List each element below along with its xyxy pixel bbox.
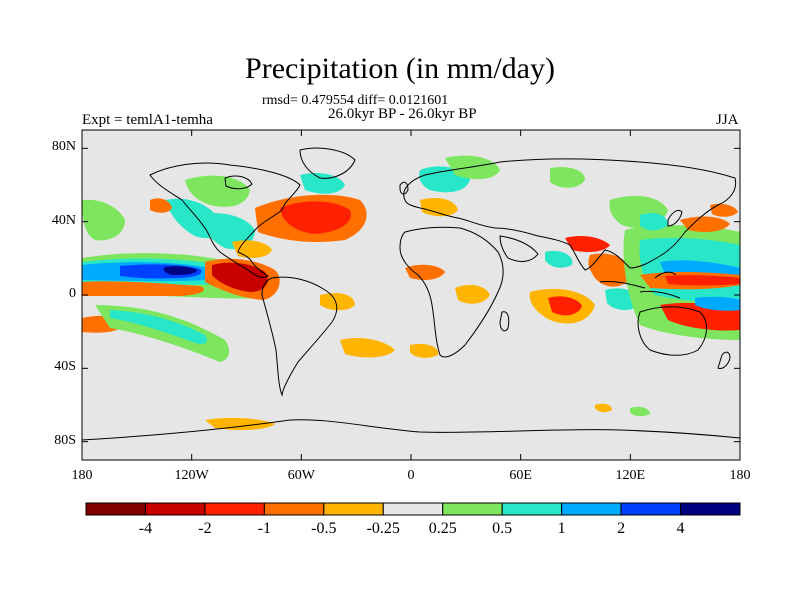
x-tick-label: 60W: [287, 468, 315, 483]
y-tick-label: 80N: [51, 139, 76, 155]
anomaly-spacific-east-blue: [695, 296, 740, 311]
coast-indonesia: [599, 271, 681, 299]
anomaly-satlantic-orange-2: [410, 344, 439, 358]
anomaly-india-red: [565, 236, 610, 253]
anomaly-natlantic-red: [280, 201, 351, 234]
anomaly-china-cyan: [640, 213, 668, 231]
anomaly-southern-orange: [205, 417, 275, 431]
anomaly-spacific-cyan: [110, 310, 207, 345]
colorbar-label: 4: [676, 520, 685, 537]
y-tick-label: 40N: [51, 212, 76, 228]
anomaly-kurile-orange: [710, 203, 738, 217]
coast-south-america: [261, 276, 338, 397]
coast-arabia: [499, 235, 539, 262]
colorbar-swatch: [323, 502, 384, 516]
x-tick-label: 180: [729, 468, 751, 483]
colorbar-label: -0.5: [311, 520, 337, 537]
period-label: 26.0kyr BP - 26.0kyr BP: [328, 106, 477, 122]
season-label: JJA: [716, 112, 739, 128]
anomaly-india-cyan: [545, 250, 573, 268]
coast-eurasia: [403, 158, 737, 271]
anomaly-greenland-cyan: [300, 173, 345, 194]
colorbar-label: -2: [198, 520, 212, 537]
colorbar-swatch: [85, 502, 146, 516]
anomaly-wpacific-red: [665, 275, 740, 286]
coastlines: [82, 147, 740, 441]
y-tick-label: 80S: [54, 432, 76, 448]
anomaly-brazil-orange: [320, 293, 355, 311]
stats-line: rmsd= 0.479554 diff= 0.0121601: [262, 93, 449, 108]
anomaly-japan-orange: [680, 216, 730, 232]
colorbar-label: -0.25: [366, 520, 400, 537]
coast-hudson-bay: [224, 175, 253, 190]
colorbar: [85, 502, 741, 516]
x-tick-label: 120E: [615, 468, 646, 483]
x-tick-label: 0: [407, 468, 415, 483]
anomaly-siberia-green: [550, 167, 585, 188]
colorbar-label: -1: [257, 520, 272, 537]
y-tick-label: 40S: [54, 359, 76, 375]
colorbar-swatch: [501, 502, 563, 516]
anomaly-mideast-orange: [420, 198, 458, 217]
anomaly-tatlantic-orange: [405, 264, 445, 280]
anomaly-usa-cyan: [195, 213, 255, 250]
colorbar-label: -4: [138, 520, 153, 537]
anomaly-bengal-orange: [588, 253, 632, 287]
colorbar-label: 1: [557, 520, 566, 537]
figure-title: Precipitation (in mm/day): [245, 52, 555, 85]
colorbar-swatch: [382, 502, 444, 516]
anomaly-pacific-navy: [163, 266, 197, 275]
anomaly-usa-green: [185, 175, 250, 207]
colorbar-swatch: [144, 502, 206, 516]
anomaly-satlantic-orange: [340, 338, 395, 358]
colorbar-swatch: [561, 502, 622, 516]
anomaly-indian-red: [548, 296, 582, 316]
colorbar-swatch: [263, 502, 325, 516]
x-tick-label: 180: [71, 468, 93, 483]
anomaly-npacific-orange: [150, 198, 172, 213]
anomaly-npacific-green: [82, 199, 125, 241]
anomaly-southern-green: [630, 406, 650, 417]
experiment-label: Expt = temlA1-temha: [82, 112, 213, 128]
anomaly-southern-orange-2: [595, 403, 612, 413]
x-tick-label: 120W: [174, 468, 209, 483]
colorbar-swatch: [620, 502, 682, 516]
coast-japan: [667, 209, 683, 227]
colorbar-swatch: [204, 502, 265, 516]
anomaly-neurope-green: [445, 155, 500, 180]
coast-uk: [399, 181, 409, 195]
axis-ticks: [81, 130, 741, 460]
anomaly-field: [82, 155, 740, 431]
coast-greenland: [299, 147, 356, 179]
coast-new-zealand: [717, 351, 731, 369]
colorbar-label: 0.5: [492, 520, 513, 537]
coast-madagascar: [499, 311, 510, 332]
anomaly-central-america-red: [212, 262, 268, 292]
y-tick-label: 0: [69, 286, 76, 301]
anomaly-pacific-red-band: [82, 281, 204, 296]
colorbar-swatch: [442, 502, 503, 516]
colorbar-swatch: [680, 502, 741, 516]
anomaly-africa-orange: [455, 284, 490, 304]
coast-north-america: [149, 162, 301, 278]
colorbar-label: 2: [617, 520, 626, 537]
coast-australia: [637, 306, 707, 356]
x-tick-label: 60E: [509, 468, 532, 483]
coast-antarctica: [82, 419, 740, 441]
colorbar-label: 0.25: [428, 520, 457, 537]
coast-africa: [399, 226, 504, 358]
